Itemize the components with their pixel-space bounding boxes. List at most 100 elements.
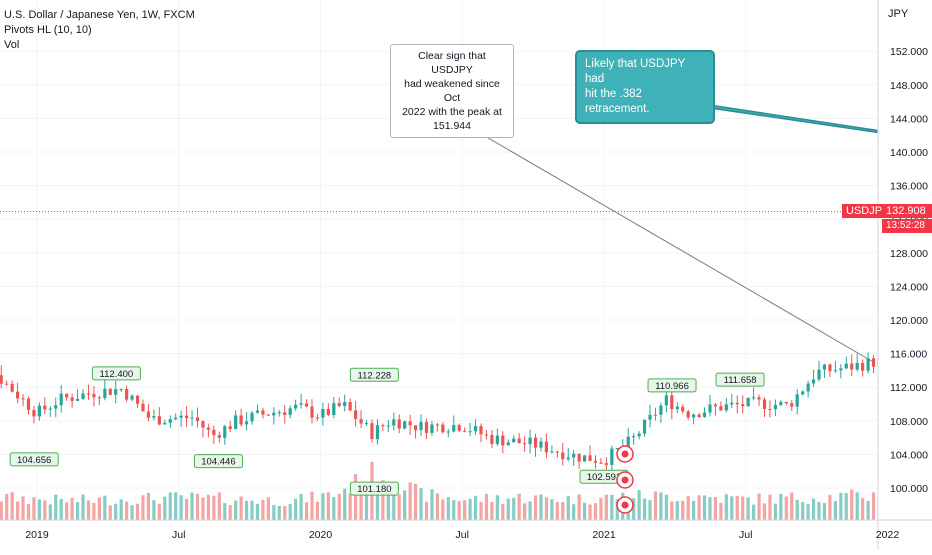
- candle-body: [741, 404, 744, 406]
- volume-bar: [458, 501, 461, 520]
- symbol-title[interactable]: U.S. Dollar / Japanese Yen, 1W, FXCM: [4, 8, 195, 23]
- candle-body: [103, 389, 106, 398]
- volume-bar: [305, 502, 308, 520]
- candle-body: [152, 416, 155, 418]
- candle-body: [528, 438, 531, 444]
- volume-bar: [114, 504, 117, 520]
- volume-bar: [196, 494, 199, 520]
- volume-bar: [518, 494, 521, 520]
- volume-bar: [65, 502, 68, 520]
- candle-body: [747, 398, 750, 406]
- volume-bar: [752, 505, 755, 520]
- annotation-line: 151.944: [397, 119, 507, 133]
- candle-body: [256, 410, 259, 412]
- candle-body: [359, 419, 362, 424]
- candle-body: [169, 419, 172, 423]
- volume-bar: [714, 497, 717, 520]
- candle-body: [0, 375, 3, 384]
- volume-bar: [725, 494, 728, 520]
- volume-bar: [414, 484, 417, 520]
- candle-body: [299, 403, 302, 404]
- candle-body: [223, 426, 226, 438]
- candle-body: [856, 363, 859, 370]
- volume-bar: [817, 502, 820, 520]
- annotation-retracement[interactable]: Likely that USDJPY had hit the .382 retr…: [575, 50, 715, 124]
- candle-body: [736, 403, 739, 404]
- volume-bar: [0, 502, 3, 520]
- volume-bar: [736, 496, 739, 520]
- indicator-pivots[interactable]: Pivots HL (10, 10): [4, 23, 195, 38]
- volume-bar: [801, 502, 804, 520]
- volume-bar: [567, 496, 570, 520]
- volume-bar: [76, 502, 79, 520]
- volume-bar: [218, 492, 221, 520]
- candle-body: [76, 399, 79, 401]
- candle-body: [839, 368, 842, 370]
- candle-body: [452, 425, 455, 432]
- x-tick-label: Jul: [172, 529, 185, 541]
- volume-bar: [185, 499, 188, 520]
- annotation-line: Clear sign that USDJPY: [397, 49, 507, 77]
- current-price-tag[interactable]: 132.908: [882, 204, 932, 218]
- candle-body: [43, 406, 46, 410]
- candle-body: [665, 395, 668, 405]
- candle-body: [850, 364, 853, 370]
- x-tick-label: 2021: [592, 529, 616, 541]
- candle-body: [812, 379, 815, 383]
- candle-body: [469, 431, 472, 432]
- volume-bar: [605, 495, 608, 520]
- volume-bar: [545, 497, 548, 520]
- candle-body: [512, 439, 515, 443]
- candle-body: [409, 422, 412, 426]
- volume-bar: [861, 498, 864, 520]
- event-icon-dot: [622, 477, 629, 484]
- volume-bar: [436, 493, 439, 520]
- volume-bar: [512, 498, 515, 520]
- volume-bar: [610, 495, 613, 520]
- annotation-weakened[interactable]: Clear sign that USDJPY had weakened sinc…: [390, 44, 514, 138]
- candle-body: [98, 397, 101, 398]
- candle-body: [212, 430, 215, 435]
- candle-body: [687, 411, 690, 417]
- volume-bar: [730, 496, 733, 520]
- candle-body: [398, 419, 401, 428]
- volume-bar: [692, 501, 695, 520]
- candle-body: [703, 412, 706, 417]
- volume-bar: [299, 494, 302, 520]
- candle-body: [229, 426, 232, 429]
- candle-body: [638, 434, 641, 437]
- candle-body: [283, 412, 286, 415]
- volume-bar: [43, 500, 46, 520]
- candle-body: [21, 398, 24, 399]
- pivot-label: 104.446: [201, 457, 235, 468]
- volume-bar: [774, 504, 777, 520]
- volume-bar: [81, 495, 84, 520]
- volume-bar: [403, 490, 406, 520]
- volume-bar: [267, 497, 270, 520]
- volume-bar: [670, 502, 673, 520]
- volume-bar: [398, 494, 401, 520]
- candle-body: [387, 425, 390, 426]
- candle-body: [147, 412, 150, 418]
- candle-body: [27, 399, 30, 410]
- candle-body: [392, 419, 395, 425]
- candle-body: [578, 454, 581, 462]
- candle-body: [403, 422, 406, 429]
- candle-body: [654, 415, 657, 416]
- candle-body: [81, 393, 84, 398]
- volume-bar: [703, 495, 706, 520]
- indicator-volume[interactable]: Vol: [4, 38, 195, 53]
- candle-body: [158, 416, 161, 424]
- pivot-label: 112.228: [358, 370, 392, 381]
- candle-body: [807, 384, 810, 392]
- volume-bar: [687, 496, 690, 520]
- volume-bar: [638, 490, 641, 520]
- candle-body: [801, 391, 804, 394]
- candle-body: [572, 454, 575, 458]
- candle-body: [648, 415, 651, 420]
- volume-bar: [430, 489, 433, 520]
- volume-bar: [534, 496, 537, 520]
- candle-body: [245, 421, 248, 424]
- candle-body: [267, 415, 270, 416]
